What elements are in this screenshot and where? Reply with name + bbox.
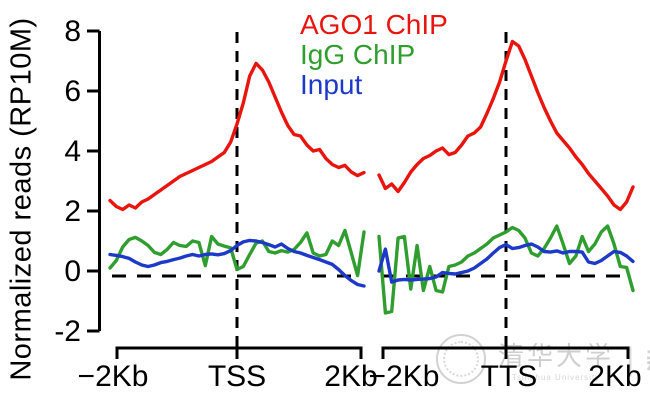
- series-line-input: [377, 242, 635, 284]
- watermark-university: 清华大学 Tsinghua University: [498, 336, 614, 382]
- legend-label-igg-chip: IgG ChIP: [300, 39, 416, 70]
- legend-label-input: Input: [300, 69, 363, 100]
- series-line-igg-chip: [108, 228, 366, 278]
- y-tick-label: 0: [64, 255, 81, 288]
- watermark-news-label: 新闻: [646, 340, 650, 379]
- x-tick-label: −2Kb: [369, 360, 440, 393]
- legend-item-ago1-chip: AGO1 ChIP: [300, 10, 448, 40]
- series-line-igg-chip: [377, 224, 635, 315]
- y-axis-title: Normalized reads (RP10M): [5, 17, 38, 381]
- series-line-ago1-chip: [377, 39, 635, 212]
- legend: AGO1 ChIP IgG ChIP Input: [300, 10, 448, 100]
- series-line-input: [108, 238, 366, 288]
- legend-label-ago1-chip: AGO1 ChIP: [300, 9, 448, 40]
- y-tick-label: 6: [64, 75, 81, 108]
- y-tick-label: -2: [54, 315, 81, 348]
- x-tick-label: −2Kb: [78, 360, 149, 393]
- watermark-university-en: Tsinghua University: [511, 373, 601, 382]
- watermark: 清华大学 Tsinghua University | 新闻: [436, 334, 650, 384]
- watermark-university-name: 清华大学: [498, 341, 615, 371]
- watermark-divider: |: [626, 340, 635, 377]
- university-seal-icon: [436, 334, 486, 384]
- y-tick-label: 4: [64, 135, 81, 168]
- x-tick-label: 2Kb: [588, 360, 641, 393]
- x-tick-label: TTS: [481, 360, 538, 393]
- x-tick-label: TSS: [208, 360, 266, 393]
- y-tick-label: 2: [64, 195, 81, 228]
- y-tick-label: 8: [64, 15, 81, 48]
- legend-item-igg-chip: IgG ChIP: [300, 40, 448, 70]
- x-axis-tss: [115, 346, 363, 359]
- legend-item-input: Input: [300, 70, 448, 100]
- series-line-ago1-chip: [108, 61, 366, 212]
- x-tick-label: 2Kb: [324, 360, 377, 393]
